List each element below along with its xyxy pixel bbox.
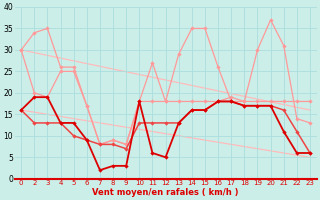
X-axis label: Vent moyen/en rafales ( km/h ): Vent moyen/en rafales ( km/h ) — [92, 188, 239, 197]
